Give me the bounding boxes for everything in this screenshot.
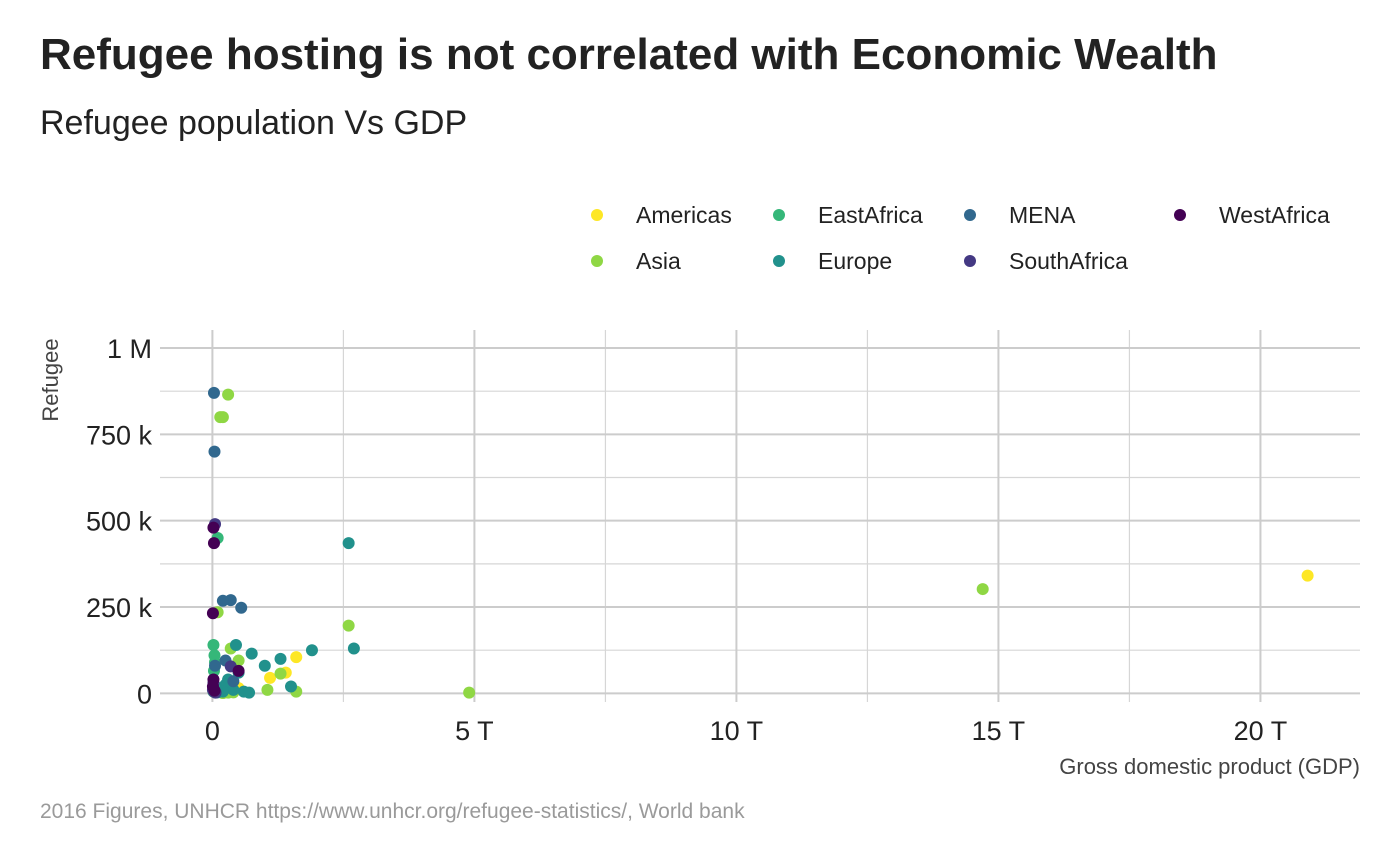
data-point-europe	[285, 680, 298, 693]
data-point-westafrica	[206, 680, 219, 693]
caption: 2016 Figures, UNHCR https://www.unhcr.or…	[40, 800, 745, 823]
legend-label: Asia	[636, 248, 681, 274]
grid-lines	[160, 330, 1360, 702]
y-tick-label: 1 M	[107, 334, 152, 364]
y-tick-label: 250 k	[86, 593, 153, 623]
data-point-asia	[261, 683, 274, 696]
data-point-americas	[290, 651, 303, 664]
data-point-asia	[222, 388, 235, 401]
data-point-europe	[274, 652, 287, 665]
legend-item-asia: Asia	[591, 248, 681, 274]
x-axis-title: Gross domestic product (GDP)	[1059, 754, 1360, 779]
legend-item-eastafrica: EastAfrica	[773, 202, 923, 228]
data-point-europe	[305, 644, 318, 657]
data-point-asia	[342, 619, 355, 632]
x-tick-label: 15 T	[972, 716, 1026, 746]
data-point-westafrica	[207, 537, 220, 550]
data-point-europe	[243, 686, 256, 699]
data-point-westafrica	[207, 521, 220, 534]
legend-item-europe: Europe	[773, 248, 892, 274]
data-points	[206, 386, 1314, 700]
x-tick-label: 10 T	[710, 716, 764, 746]
data-point-mena	[227, 675, 240, 688]
y-axis-title: Refugee	[38, 338, 63, 421]
legend-swatch	[591, 255, 603, 267]
chart-subtitle: Refugee population Vs GDP	[40, 104, 468, 142]
data-point-mena	[235, 601, 248, 614]
legend-swatch	[591, 209, 603, 221]
legend-item-southafrica: SouthAfrica	[964, 248, 1128, 274]
data-point-eastafrica	[208, 649, 221, 662]
chart-title: Refugee hosting is not correlated with E…	[40, 30, 1218, 79]
data-point-asia	[216, 411, 229, 424]
x-tick-label: 20 T	[1234, 716, 1288, 746]
legend-swatch	[1174, 209, 1186, 221]
axis-ticks: 0 5 T 10 T 15 T 20 T 0 250 k 500 k 750 k 1 M	[86, 334, 1287, 746]
legend-label: Europe	[818, 248, 892, 274]
data-point-asia	[463, 686, 476, 699]
data-point-europe	[227, 683, 240, 696]
data-point-europe	[245, 647, 258, 660]
data-point-asia	[976, 583, 989, 596]
legend-item-mena: MENA	[964, 202, 1076, 228]
y-tick-label: 500 k	[86, 507, 153, 537]
legend: Americas Asia EastAfrica Europe MENA SouthAfr…	[591, 202, 1330, 274]
legend-swatch	[964, 255, 976, 267]
legend-label: EastAfrica	[818, 202, 923, 228]
legend-label: MENA	[1009, 202, 1076, 228]
data-point-americas	[264, 671, 277, 684]
data-point-europe	[258, 659, 271, 672]
legend-label: SouthAfrica	[1009, 248, 1128, 274]
data-point-mena	[208, 445, 221, 458]
legend-item-americas: Americas	[591, 202, 732, 228]
y-tick-label: 0	[137, 679, 152, 709]
data-point-europe	[342, 537, 355, 550]
legend-label: WestAfrica	[1219, 202, 1330, 228]
data-point-europe	[229, 639, 242, 652]
data-point-mena	[216, 594, 229, 607]
legend-label: Americas	[636, 202, 732, 228]
data-point-eastafrica	[207, 639, 220, 652]
data-point-europe	[347, 642, 360, 655]
data-point-mena	[209, 659, 222, 672]
legend-item-westafrica: WestAfrica	[1174, 202, 1330, 228]
data-point-americas	[1301, 569, 1314, 582]
x-tick-label: 0	[205, 716, 220, 746]
x-tick-label: 5 T	[455, 716, 494, 746]
data-point-westafrica	[232, 664, 245, 677]
y-tick-label: 750 k	[86, 420, 153, 450]
data-point-mena	[207, 386, 220, 399]
legend-swatch	[964, 209, 976, 221]
data-point-westafrica	[206, 607, 219, 620]
legend-swatch	[773, 255, 785, 267]
legend-swatch	[773, 209, 785, 221]
data-point-asia	[274, 667, 287, 680]
